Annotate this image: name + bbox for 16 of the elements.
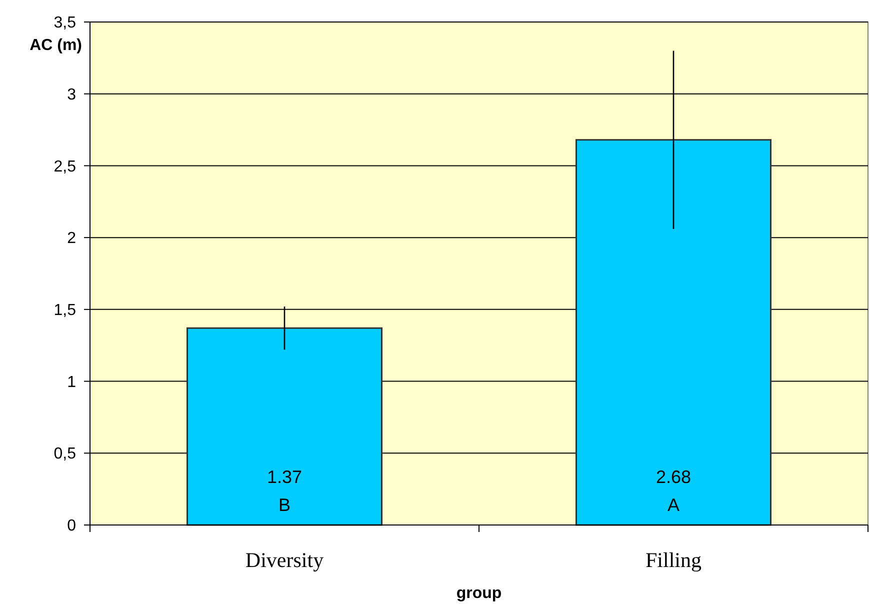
x-tick-label: Diversity	[245, 548, 324, 572]
annotation: A	[667, 495, 680, 515]
y-tick-label: 3,5	[54, 14, 76, 32]
y-tick-label: 0	[67, 518, 76, 535]
x-axis-title: group	[456, 585, 502, 602]
y-tick-label: 0,5	[54, 446, 76, 463]
y-tick-label: 2	[67, 230, 76, 248]
y-tick-label: 2,5	[54, 158, 76, 176]
x-tick-label: Filling	[645, 548, 702, 572]
y-tick-label: 1	[67, 374, 76, 391]
y-tick-label: 3	[67, 86, 76, 104]
annotation: B	[278, 495, 291, 515]
y-axis-title: AC (m)	[30, 37, 82, 54]
data-label: 1.37	[266, 467, 302, 487]
y-tick-label: 1,5	[54, 302, 76, 320]
data-label: 2.68	[656, 467, 692, 487]
